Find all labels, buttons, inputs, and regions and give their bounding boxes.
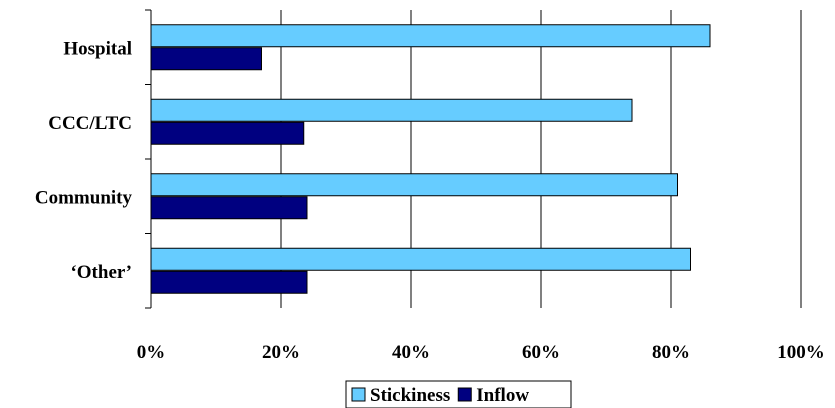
bars [150, 24, 711, 294]
category-label: ‘Other’ [70, 262, 132, 283]
legend-swatch-inflow [457, 387, 472, 402]
x-tick-label: 60% [522, 342, 560, 363]
category-labels: Hospital CCC/LTC Community ‘Other’ [35, 38, 133, 283]
bar-stickiness-0 [150, 24, 711, 48]
category-label: Hospital [63, 38, 132, 59]
x-tick-label: 40% [392, 342, 430, 363]
legend-label-stickiness: Stickiness [370, 385, 450, 406]
x-tick-label: 100% [777, 342, 825, 363]
legend: Stickiness Inflow [345, 380, 572, 408]
bar-inflow-2 [150, 196, 308, 220]
x-tick-label: 80% [652, 342, 690, 363]
bar-stickiness-1 [150, 98, 633, 122]
x-tick-labels: 0% 20% 40% 60% 80% 100% [137, 342, 825, 363]
bar-stickiness-3 [150, 247, 691, 271]
category-label: CCC/LTC [48, 113, 132, 134]
legend-swatch-stickiness [351, 387, 366, 402]
x-tick-label: 0% [137, 342, 166, 363]
bar-stickiness-2 [150, 173, 678, 197]
x-tick-label: 20% [262, 342, 300, 363]
category-label: Community [35, 187, 133, 208]
bar-inflow-0 [150, 47, 262, 71]
legend-label-inflow: Inflow [476, 385, 529, 406]
bar-inflow-1 [150, 121, 305, 145]
bar-inflow-3 [150, 270, 308, 294]
axes [145, 9, 152, 309]
